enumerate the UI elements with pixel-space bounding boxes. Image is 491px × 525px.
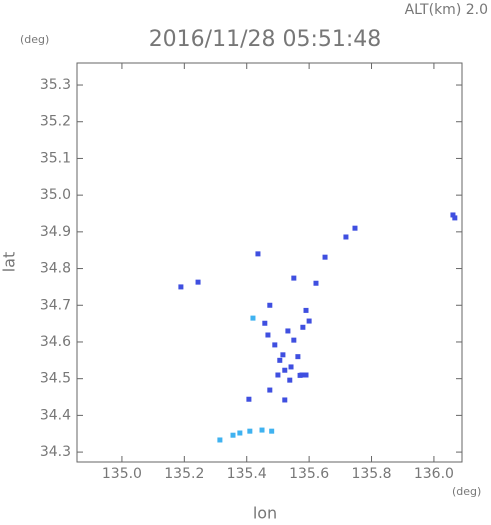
x-tick-label: 135.0 [102, 466, 142, 482]
echo-point [267, 302, 273, 308]
echo-point [246, 396, 252, 402]
echo-point [280, 352, 286, 358]
echo-point [282, 397, 288, 403]
echo-point [322, 254, 328, 260]
x-tick-label: 135.2 [164, 466, 204, 482]
echo-point [250, 315, 256, 321]
echo-point [237, 430, 243, 436]
x-tick-label: 136.0 [414, 466, 454, 482]
echo-point [247, 428, 253, 434]
echo-point [343, 234, 349, 240]
echo-point [303, 307, 309, 313]
echo-point [287, 377, 293, 383]
echo-point [285, 328, 291, 334]
echo-point [272, 342, 278, 348]
echo-point [352, 225, 358, 231]
echo-point [291, 337, 297, 343]
y-tick-label: 35.1 [40, 150, 71, 166]
y-tick-label: 34.5 [40, 371, 71, 387]
echo-point [313, 280, 319, 286]
echo-point [303, 372, 309, 378]
echo-point [269, 428, 275, 434]
echo-point [267, 387, 273, 393]
echo-point [452, 215, 458, 221]
x-axis-label: lon [253, 504, 277, 522]
y-tick-label: 34.6 [40, 334, 71, 350]
y-unit: (deg) [20, 33, 49, 46]
echo-point [306, 318, 312, 324]
echo-point [265, 332, 271, 338]
echo-point [277, 357, 283, 363]
echo-point [255, 251, 261, 257]
echo-point [291, 275, 297, 281]
echo-point [297, 372, 303, 378]
echo-point [195, 279, 201, 285]
x-unit: (deg) [452, 485, 481, 498]
x-tick-label: 135.8 [351, 466, 391, 482]
y-tick-label: 34.9 [40, 224, 71, 240]
y-tick-label: 34.3 [40, 444, 71, 460]
y-tick-label: 34.7 [40, 297, 71, 313]
echo-point [217, 437, 223, 443]
echo-point [295, 354, 301, 360]
echo-point [300, 324, 306, 330]
echo-point [450, 212, 456, 218]
subtitle: ALT(km) 2.0 [405, 2, 488, 18]
echo-point [275, 372, 281, 378]
y-tick-label: 35.3 [40, 77, 71, 93]
y-tick-label: 34.8 [40, 261, 71, 277]
echo-point [288, 364, 294, 370]
x-tick-label: 135.6 [289, 466, 329, 482]
echo-point [230, 432, 236, 438]
chart-title: 2016/11/28 05:51:48 [149, 27, 382, 52]
echo-point [262, 320, 268, 326]
y-tick-label: 35.0 [40, 187, 71, 203]
y-tick-label: 34.4 [40, 407, 71, 423]
plot-frame [76, 62, 463, 463]
echo-point [282, 367, 288, 373]
y-tick-label: 35.2 [40, 114, 71, 130]
y-axis-label: lat [0, 252, 19, 273]
echo-point [178, 284, 184, 290]
echo-point [259, 427, 265, 433]
x-tick-label: 135.4 [227, 466, 267, 482]
